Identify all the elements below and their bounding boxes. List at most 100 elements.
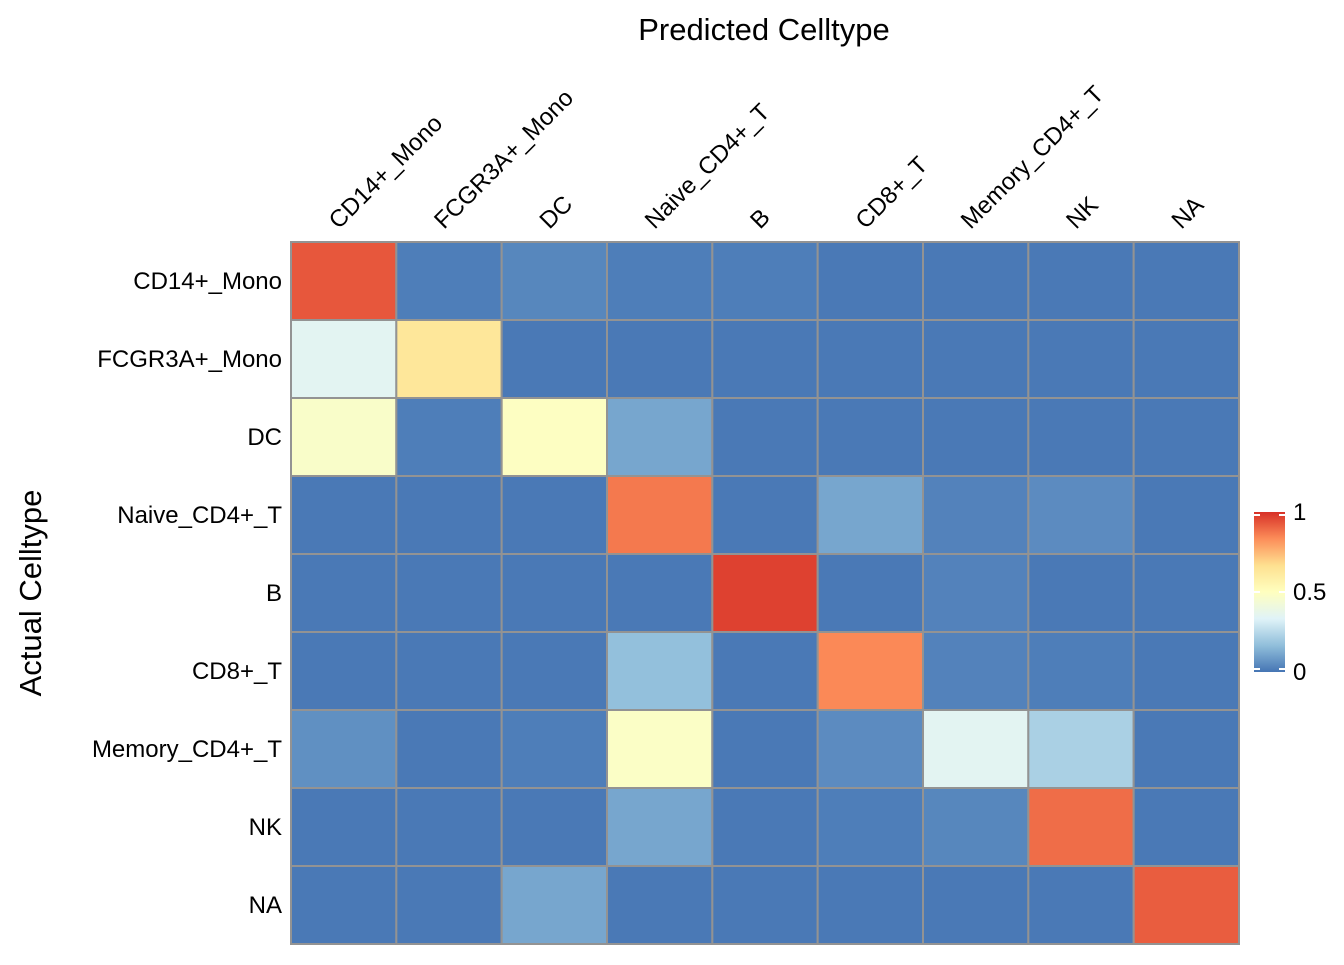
heatmap-cell: [1027, 319, 1135, 399]
y-tick-label: B: [266, 580, 282, 607]
heatmap-cell: [1027, 553, 1135, 633]
heatmap-cell: [290, 241, 398, 321]
heatmap-cell: [816, 319, 925, 399]
heatmap-cell: [922, 475, 1030, 555]
heatmap-cell: [816, 397, 925, 477]
heatmap-cell: [606, 631, 714, 711]
heatmap-cell: [290, 319, 398, 399]
heatmap-cell: [711, 709, 819, 789]
x-tick-label: DC: [534, 191, 578, 235]
heatmap-cell: [922, 709, 1030, 789]
heatmap-cell: [711, 475, 819, 555]
heatmap-cell: [500, 631, 608, 711]
heatmap-cell: [500, 865, 608, 945]
heatmap-cell: [395, 475, 503, 555]
x-tick-label: NA: [1166, 192, 1209, 235]
heatmap-cell: [711, 631, 819, 711]
heatmap-cell: [922, 319, 1030, 399]
heatmap-cell: [290, 631, 398, 711]
heatmap-cell: [922, 631, 1030, 711]
y-tick-label: Memory_CD4+_T: [92, 736, 282, 763]
heatmap-cell: [1027, 631, 1135, 711]
heatmap-cell: [500, 553, 608, 633]
heatmap-cell: [1132, 865, 1240, 945]
heatmap-cell: [395, 397, 503, 477]
x-tick-label: B: [745, 204, 775, 234]
heatmap-cell: [500, 787, 608, 867]
heatmap-cell: [290, 865, 398, 945]
y-tick-label: CD8+_T: [192, 658, 282, 685]
heatmap-cell: [606, 553, 714, 633]
heatmap-cell: [290, 709, 398, 789]
heatmap-cell: [816, 475, 925, 555]
heatmap-cell: [395, 865, 503, 945]
heatmap-cell: [606, 865, 714, 945]
y-tick-label: DC: [247, 424, 282, 451]
heatmap-cell: [922, 241, 1030, 321]
heatmap-cell: [1132, 631, 1240, 711]
heatmap-cell: [816, 631, 925, 711]
heatmap-cell: [1132, 787, 1240, 867]
heatmap-cell: [711, 865, 819, 945]
heatmap-cell: [500, 319, 608, 399]
heatmap-cell: [290, 397, 398, 477]
y-axis-title: Actual Celltype: [13, 490, 48, 697]
heatmap-cells: [290, 241, 1240, 945]
legend-tick-label: 0: [1293, 659, 1306, 686]
heatmap-cell: [290, 787, 398, 867]
y-tick-label: Naive_CD4+_T: [117, 502, 282, 529]
heatmap-cell: [395, 631, 503, 711]
heatmap-cell: [500, 397, 608, 477]
heatmap-cell: [500, 709, 608, 789]
legend-tick-label: 0.5: [1293, 579, 1326, 606]
heatmap-cell: [711, 241, 819, 321]
heatmap-cell: [1132, 397, 1240, 477]
heatmap-cell: [606, 787, 714, 867]
heatmap-cell: [1132, 553, 1240, 633]
color-legend: 10.50: [1254, 499, 1326, 686]
heatmap-cell: [816, 553, 925, 633]
heatmap-cell: [606, 475, 714, 555]
heatmap-cell: [816, 709, 925, 789]
heatmap-cell: [922, 787, 1030, 867]
heatmap-cell: [500, 241, 608, 321]
heatmap-cell: [606, 709, 714, 789]
heatmap-cell: [1027, 397, 1135, 477]
y-tick-label: CD14+_Mono: [133, 268, 282, 295]
x-axis-title: Predicted Celltype: [638, 12, 890, 47]
y-tick-label: NA: [249, 892, 282, 919]
heatmap-cell: [1027, 787, 1135, 867]
heatmap-cell: [606, 241, 714, 321]
heatmap-cell: [816, 865, 925, 945]
legend-tick-label: 1: [1293, 499, 1306, 526]
heatmap-cell: [395, 709, 503, 789]
heatmap-cell: [1027, 709, 1135, 789]
heatmap-cell: [395, 553, 503, 633]
x-tick-label: CD8+_T: [850, 151, 933, 234]
heatmap-cell: [922, 865, 1030, 945]
heatmap-cell: [711, 319, 819, 399]
heatmap-cell: [500, 475, 608, 555]
x-tick-label: NK: [1061, 192, 1104, 235]
heatmap-cell: [1132, 241, 1240, 321]
heatmap-cell: [395, 787, 503, 867]
heatmap-cell: [711, 787, 819, 867]
heatmap-cell: [711, 397, 819, 477]
heatmap-cell: [1132, 319, 1240, 399]
heatmap-cell: [606, 397, 714, 477]
heatmap-cell: [1027, 475, 1135, 555]
y-tick-label: NK: [249, 814, 282, 841]
heatmap-cell: [290, 475, 398, 555]
heatmap-cell: [1027, 865, 1135, 945]
heatmap-cell: [1132, 709, 1240, 789]
heatmap-cell: [922, 553, 1030, 633]
heatmap-cell: [922, 397, 1030, 477]
y-tick-label: FCGR3A+_Mono: [97, 346, 282, 373]
y-tick-labels: CD14+_Mono FCGR3A+_Mono DC Naive_CD4+_T B CD8…: [92, 268, 282, 919]
heatmap-cell: [395, 241, 503, 321]
heatmap-cell: [290, 553, 398, 633]
heatmap-cell: [606, 319, 714, 399]
